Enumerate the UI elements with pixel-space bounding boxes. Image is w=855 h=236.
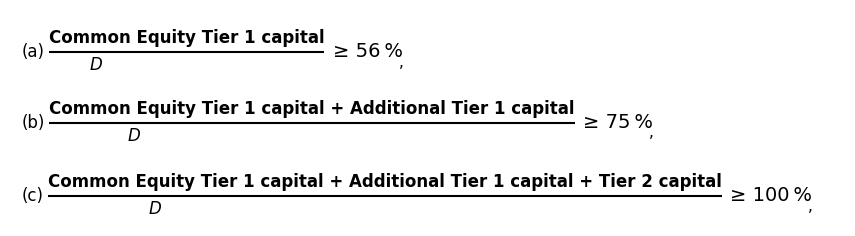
Text: D: D	[149, 200, 162, 218]
Text: (a): (a)	[21, 43, 44, 61]
Text: Common Equity Tier 1 capital: Common Equity Tier 1 capital	[49, 30, 324, 47]
Text: ,: ,	[649, 126, 654, 140]
Text: Common Equity Tier 1 capital + Additional Tier 1 capital + Tier 2 capital: Common Equity Tier 1 capital + Additiona…	[48, 173, 722, 191]
Text: ,: ,	[808, 199, 812, 214]
Text: D: D	[90, 56, 103, 74]
Text: ≥ 75 %: ≥ 75 %	[583, 113, 653, 132]
Text: D: D	[128, 127, 140, 145]
Text: ≥ 56 %: ≥ 56 %	[333, 42, 403, 61]
Text: (b): (b)	[21, 114, 44, 132]
Text: ≥ 100 %: ≥ 100 %	[730, 186, 812, 205]
Text: ,: ,	[398, 55, 404, 70]
Text: Common Equity Tier 1 capital + Additional Tier 1 capital: Common Equity Tier 1 capital + Additiona…	[49, 100, 575, 118]
Text: (c): (c)	[21, 187, 44, 205]
